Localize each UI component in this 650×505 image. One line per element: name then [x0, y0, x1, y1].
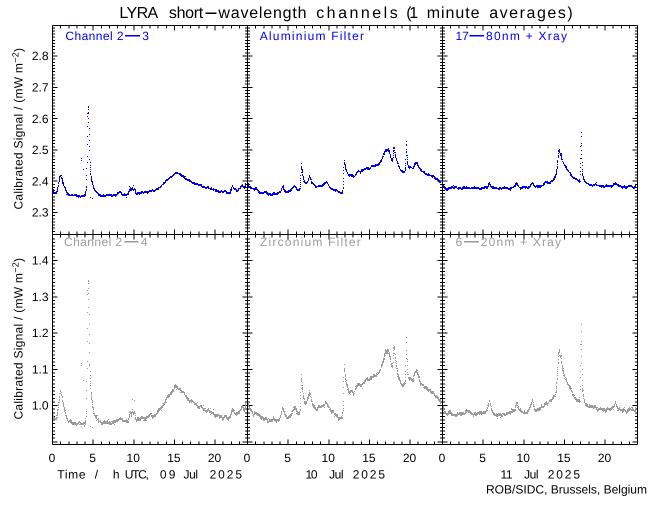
svg-text:5: 5	[479, 451, 486, 465]
svg-text:2025: 2025	[548, 468, 581, 482]
svg-text:short: short	[169, 5, 204, 22]
svg-text:Channel 2: Channel 2	[64, 235, 122, 249]
svg-text:17: 17	[456, 29, 470, 43]
svg-text:10: 10	[306, 468, 318, 482]
svg-text:LYRA: LYRA	[119, 5, 158, 22]
svg-text:(1: (1	[406, 5, 418, 22]
svg-text:10: 10	[517, 451, 531, 465]
svg-text:6: 6	[456, 235, 463, 249]
svg-text:20: 20	[598, 451, 612, 465]
svg-text:averages): averages)	[489, 5, 573, 22]
svg-text:1.4: 1.4	[32, 254, 49, 268]
svg-text:15: 15	[167, 451, 181, 465]
svg-text:2025: 2025	[353, 468, 386, 482]
svg-text:20: 20	[208, 451, 222, 465]
svg-text:20: 20	[403, 451, 417, 465]
svg-text:2025: 2025	[210, 468, 243, 482]
svg-text:UTC,: UTC,	[125, 468, 149, 482]
svg-text:2.8: 2.8	[32, 49, 49, 63]
svg-text:0: 0	[49, 451, 56, 465]
svg-text:15: 15	[362, 451, 376, 465]
svg-text:h: h	[113, 468, 120, 482]
svg-text:2.7: 2.7	[32, 81, 49, 95]
svg-text:11: 11	[501, 468, 513, 482]
svg-text:1.2: 1.2	[32, 326, 49, 340]
svg-text:10: 10	[127, 451, 141, 465]
svg-text:Zirconium Filter: Zirconium Filter	[260, 235, 361, 249]
svg-text:4: 4	[141, 235, 148, 249]
svg-text:2.5: 2.5	[32, 143, 49, 157]
svg-text:minute: minute	[427, 5, 480, 22]
svg-text:Channel 2: Channel 2	[65, 29, 123, 43]
svg-text:Jul: Jul	[524, 468, 539, 482]
svg-text:3: 3	[142, 29, 149, 43]
svg-text:wavelength: wavelength	[217, 5, 306, 22]
svg-text:2.4: 2.4	[32, 174, 49, 188]
svg-text:channels: channels	[316, 5, 398, 22]
svg-text:5: 5	[284, 451, 291, 465]
svg-text:Jul: Jul	[184, 468, 199, 482]
svg-text:20nm + Xray: 20nm + Xray	[481, 235, 561, 249]
svg-text:5: 5	[89, 451, 96, 465]
svg-text:80nm + Xray: 80nm + Xray	[486, 29, 567, 43]
svg-text:Time: Time	[57, 468, 86, 482]
svg-text:15: 15	[557, 451, 571, 465]
svg-text:2.6: 2.6	[32, 112, 49, 126]
svg-text:1.3: 1.3	[32, 290, 49, 304]
svg-text:Jul: Jul	[329, 468, 344, 482]
svg-text:0: 0	[439, 451, 446, 465]
svg-text:1.1: 1.1	[32, 362, 49, 376]
svg-text:1.0: 1.0	[32, 399, 49, 413]
svg-text:/: /	[95, 468, 99, 482]
svg-text:10: 10	[322, 451, 336, 465]
svg-text:Calibrated Signal / (mW m−2): Calibrated Signal / (mW m−2)	[11, 258, 26, 420]
svg-text:09: 09	[160, 468, 176, 482]
svg-text:2.3: 2.3	[32, 206, 49, 220]
svg-text:ROB/SIDC, Brussels, Belgium: ROB/SIDC, Brussels, Belgium	[486, 483, 647, 497]
svg-text:Calibrated Signal / (mW m−2): Calibrated Signal / (mW m−2)	[11, 48, 26, 210]
svg-text:Aluminium Filter: Aluminium Filter	[260, 29, 364, 43]
svg-text:0: 0	[244, 451, 251, 465]
